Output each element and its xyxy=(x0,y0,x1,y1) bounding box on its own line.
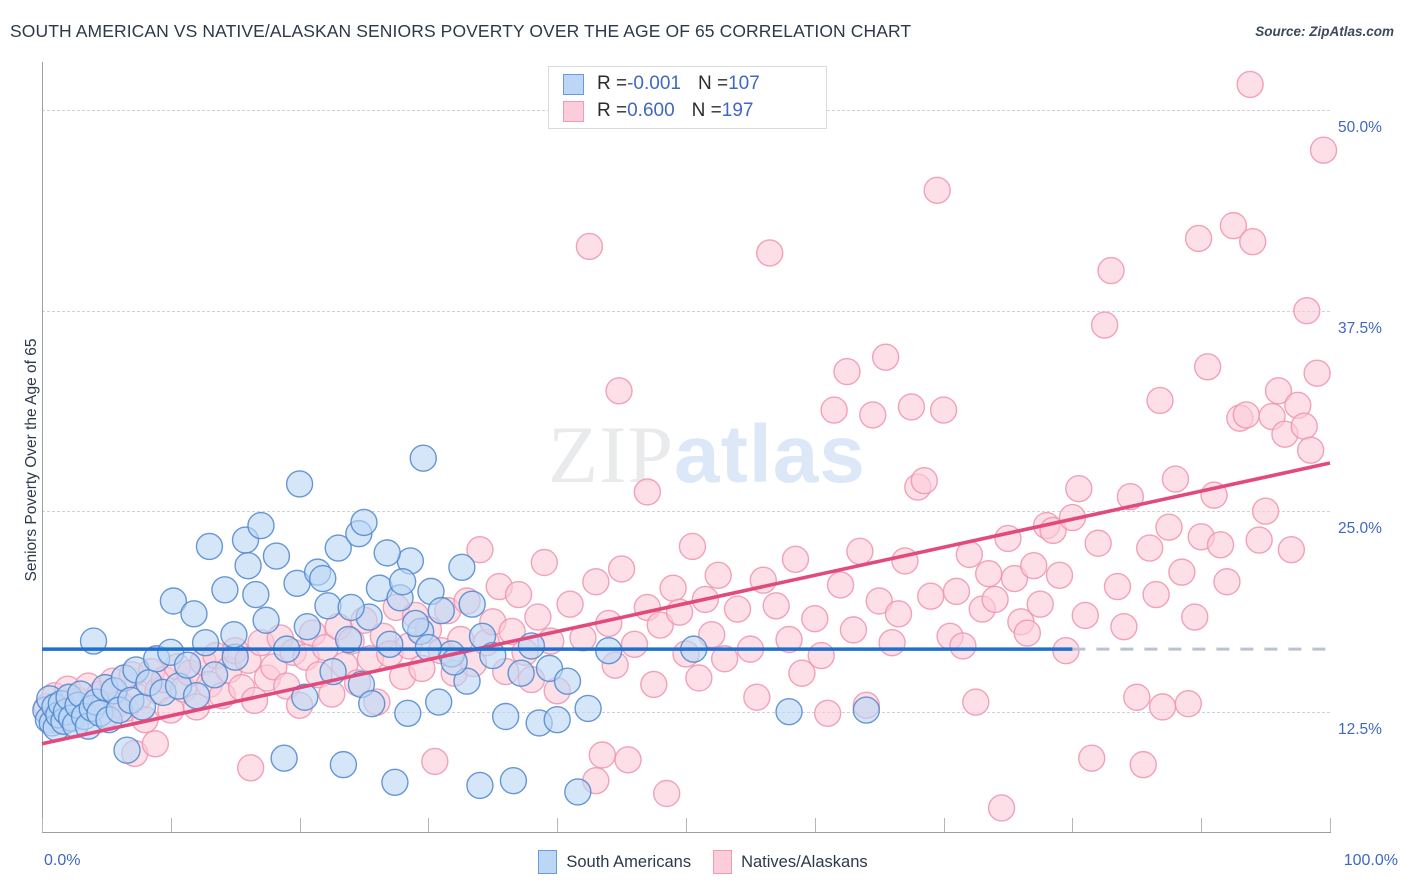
legend-row-natives-alaskans: R = 0.600 N = 197 xyxy=(563,98,753,124)
x-axis-tick xyxy=(42,818,43,832)
legend-r-label-0: R = xyxy=(597,73,628,94)
y-axis-title: Seniors Poverty Over the Age of 65 xyxy=(23,338,40,582)
series-legend-item-south-americans[interactable]: South Americans xyxy=(538,850,691,874)
series-label-south-americans: South Americans xyxy=(566,852,692,871)
x-axis-tick xyxy=(557,818,559,832)
legend-n-value-1: 197 xyxy=(721,100,754,121)
legend-r-value-0: -0.001 xyxy=(627,73,681,94)
legend-n-label-0: N = xyxy=(697,73,729,94)
page-title: SOUTH AMERICAN VS NATIVE/ALASKAN SENIORS… xyxy=(10,21,912,41)
x-axis-tick xyxy=(1330,818,1331,832)
series-label-natives-alaskans: Natives/Alaskans xyxy=(741,852,868,871)
legend-swatch-blue xyxy=(563,73,584,95)
legend-swatch-pink xyxy=(563,100,584,122)
x-axis-tick xyxy=(1201,818,1203,832)
plot-area: 12.5% 25.0% 37.5% 50.0% xyxy=(42,62,1382,832)
x-axis-tick xyxy=(428,818,430,832)
x-axis-max-label: 100.0% xyxy=(1343,852,1398,869)
y-tick-label: 37.5% xyxy=(1338,319,1382,337)
x-axis-tick xyxy=(943,818,945,832)
correlation-legend: R = -0.001 N = 107 R = 0.600 N = 197 xyxy=(548,66,827,129)
legend-r-value-1: 0.600 xyxy=(627,100,675,121)
legend-n-label-1: N = xyxy=(691,100,722,121)
gridline-y xyxy=(42,511,1330,513)
x-axis-tick xyxy=(814,818,816,832)
x-axis-line xyxy=(42,832,1331,833)
y-tick-label: 50.0% xyxy=(1338,119,1382,137)
gridline-y xyxy=(42,711,1330,713)
series-swatch-blue xyxy=(538,850,558,874)
source-label: Source: ZipAtlas.com xyxy=(1255,24,1394,39)
y-axis-line xyxy=(42,62,43,832)
y-tick-label: 25.0% xyxy=(1338,520,1382,538)
series-legend-item-natives-alaskans[interactable]: Natives/Alaskans xyxy=(713,850,868,874)
x-axis-tick xyxy=(170,818,172,832)
x-axis-min-label: 0.0% xyxy=(44,852,81,869)
x-axis-tick xyxy=(686,818,687,832)
x-axis-tick xyxy=(299,818,301,832)
legend-r-label-1: R = xyxy=(597,100,628,121)
y-tick-label: 12.5% xyxy=(1338,720,1382,738)
gridline-y xyxy=(42,310,1330,312)
series-legend: South Americans Natives/Alaskans xyxy=(0,850,1406,874)
series-swatch-pink xyxy=(713,850,733,874)
legend-n-value-0: 107 xyxy=(728,73,760,94)
legend-row-south-americans: R = -0.001 N = 107 xyxy=(563,71,760,97)
x-axis-tick xyxy=(1072,818,1074,832)
